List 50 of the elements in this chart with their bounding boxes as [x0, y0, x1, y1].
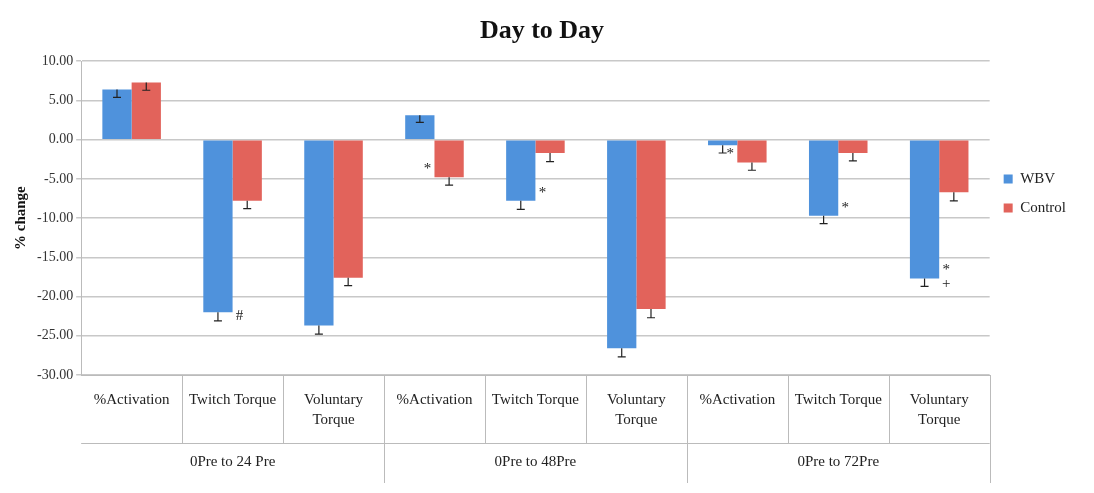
- chart-title: Day to Day: [479, 15, 605, 45]
- annotation: +: [941, 275, 951, 292]
- bar: [708, 140, 738, 146]
- annotation: *: [841, 198, 849, 215]
- text: 0Pre to 72Pre: [797, 453, 880, 470]
- bar: [102, 89, 132, 139]
- text: 0Pre to 24 Pre: [189, 453, 276, 470]
- bar: [304, 140, 334, 326]
- bar: [232, 140, 262, 201]
- legend-label: Control: [1020, 198, 1067, 215]
- bar: [808, 140, 839, 216]
- annotation: *: [726, 145, 735, 162]
- annotation: *: [423, 160, 432, 177]
- x-tick-label: %Activation: [699, 391, 776, 408]
- text: 0Pre to 48Pre: [494, 453, 577, 470]
- bar: [203, 140, 233, 313]
- x-tick-label: %Activation: [93, 391, 171, 408]
- annotation: #: [235, 307, 244, 324]
- y-tick-label: -20.00: [36, 288, 74, 304]
- x-tick-label: Voluntary Torque: [304, 391, 364, 428]
- bar: [939, 140, 969, 193]
- y-tick-label: -25.00: [36, 327, 74, 343]
- x-tick-label: Twitch Torque: [188, 391, 277, 408]
- bar: [636, 140, 666, 310]
- y-tick-label: 10.00: [41, 52, 74, 68]
- annotation: *: [942, 261, 950, 278]
- legend-label: WBV: [1020, 169, 1056, 186]
- annotation: *: [538, 183, 547, 200]
- bar: [506, 140, 536, 201]
- x-tick-label: %Activation: [396, 391, 473, 408]
- bar: [737, 140, 767, 163]
- x-tick-label: Voluntary Torque: [909, 391, 970, 428]
- bar: [607, 140, 637, 349]
- y-tick-label: -10.00: [36, 209, 74, 225]
- y-tick-label: -30.00: [36, 366, 74, 382]
- bar: [909, 140, 940, 279]
- bar: [434, 140, 464, 178]
- bar: [838, 140, 868, 153]
- y-tick-label: 0.00: [48, 131, 74, 147]
- y-tick-label: -15.00: [36, 249, 74, 264]
- bar: [333, 140, 363, 278]
- y-tick-label: -5.00: [43, 170, 74, 186]
- x-tick-label: Twitch Torque: [491, 391, 580, 408]
- y-axis-title: % change: [11, 185, 28, 250]
- bar: [405, 115, 435, 139]
- bar: [131, 82, 161, 139]
- bar: [535, 140, 565, 153]
- x-tick-label: Voluntary Torque: [606, 391, 667, 428]
- y-tick-label: 5.00: [48, 92, 74, 108]
- x-tick-label: Twitch Torque: [794, 391, 883, 408]
